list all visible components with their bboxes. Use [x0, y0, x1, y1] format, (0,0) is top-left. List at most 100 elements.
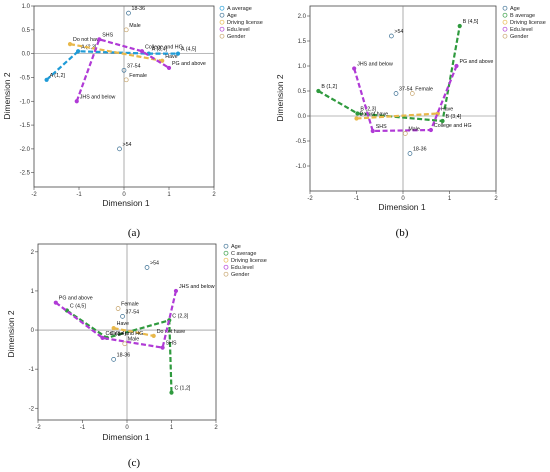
point-label: PG and above: [459, 59, 493, 65]
data-point: [122, 341, 128, 347]
data-point: [160, 58, 165, 63]
data-point: [100, 335, 105, 340]
point-label: College and HG: [434, 123, 472, 129]
point-label: Have: [165, 54, 177, 60]
x-tick-label: 1: [170, 425, 174, 431]
y-tick-label: -1.5: [20, 123, 31, 129]
legend-entry: Edu.level: [227, 27, 250, 33]
data-point: [402, 131, 408, 136]
legend-entry: Gender: [227, 34, 246, 40]
data-point: [120, 314, 125, 319]
point-label: SHS: [102, 32, 113, 38]
x-tick-label: 1: [167, 192, 171, 198]
series-line: [353, 65, 458, 133]
data-point: [457, 23, 462, 29]
legend-entry: Age: [227, 13, 237, 19]
x-tick-label: -1: [80, 425, 86, 431]
x-tick-label: 2: [212, 192, 216, 198]
point-label: >54: [394, 29, 403, 35]
data-point: [123, 77, 129, 83]
point-label: College and HG: [145, 44, 183, 50]
point-label: Do not have: [73, 37, 102, 43]
point-label: C (4,5]: [70, 303, 86, 309]
x-tick-label: 0: [125, 425, 129, 431]
legend-entry: Edu.level: [510, 27, 533, 33]
point-label: Have: [441, 107, 453, 113]
point-label: B (3,4]: [446, 114, 462, 120]
y-tick-label: -1: [29, 367, 35, 373]
point-label: >54: [123, 142, 132, 148]
data-point: [111, 357, 117, 362]
y-tick-label: -1.0: [20, 99, 31, 105]
y-tick-label: 1.0: [298, 64, 307, 70]
legend-marker: [502, 5, 508, 11]
data-point: [166, 65, 172, 71]
series-gender: Male Female: [123, 23, 147, 83]
series-driving-license: Do not have Have: [354, 107, 453, 121]
series-line: [356, 112, 438, 120]
point-label: C (2,3]: [172, 313, 188, 319]
point-label: Male: [129, 23, 141, 29]
legend-entry: Age: [510, 6, 520, 12]
series-driving-license: Do not have Have: [67, 37, 178, 63]
x-tick-label: 2: [214, 425, 218, 431]
data-point: [53, 300, 58, 305]
x-tick-label: -2: [35, 425, 41, 431]
legend-marker: [223, 271, 229, 277]
point-label: Female: [415, 87, 433, 93]
y-tick-label: -0.5: [296, 139, 307, 145]
y-tick-label: -1.0: [296, 164, 307, 170]
data-point: [115, 306, 121, 311]
legend-marker: [502, 33, 508, 39]
data-point: [76, 49, 81, 54]
series-b-average: B (1,2] B (2,3] B (3,4] B (4,5]: [316, 19, 479, 124]
chart-panel-2: -2 -1 0 1 2 2.0 1.5 1.0 0.5 0.0 -0.5 -1.0 Dimension …: [275, 5, 546, 239]
legend-marker: [502, 12, 508, 18]
data-point: [409, 91, 415, 96]
legend-marker: [223, 243, 229, 249]
x-tick-label: -1: [354, 196, 360, 202]
y-tick-label: 0: [31, 328, 35, 334]
y-tick-label: 1.0: [22, 4, 31, 10]
data-point: [440, 118, 445, 124]
x-tick-label: 2: [494, 196, 498, 202]
point-label: JHS and below: [80, 94, 116, 100]
point-label: SHS: [166, 341, 177, 347]
legend-entry: C average: [231, 251, 256, 257]
point-label: 18-36: [117, 352, 131, 358]
legend-entry: Edu.level: [231, 265, 254, 271]
x-tick-label: -2: [31, 192, 37, 198]
data-point: [370, 128, 375, 134]
y-axis-label: Dimension 2: [275, 74, 285, 122]
legend-marker: [223, 257, 229, 263]
x-tick-label: 0: [401, 196, 405, 202]
legend-marker: [219, 12, 225, 18]
data-point: [169, 390, 174, 395]
chart-panel-3: -2 -1 0 1 2 2 1 0 -1 -2 Dimension 1 Dimension 2 (c) C…: [6, 243, 267, 469]
legend-entry: Gender: [510, 34, 529, 40]
data-point: [117, 146, 122, 152]
series-age: >54 37-54 18-36: [111, 260, 159, 362]
point-label: Female: [121, 302, 139, 308]
x-axis-label: Dimension 1: [378, 202, 426, 212]
series-line: [69, 43, 163, 62]
panel-caption: (c): [128, 457, 141, 469]
x-axis-label: Dimension 1: [102, 198, 150, 208]
series-line: [45, 50, 178, 81]
legend-entry: Driving license: [510, 20, 546, 26]
point-label: JHS and below: [179, 284, 215, 290]
data-point: [126, 10, 131, 16]
legend-marker: [219, 19, 225, 25]
series-line: [75, 38, 170, 102]
series-line: [317, 25, 461, 123]
point-label: B (4,5]: [463, 19, 479, 25]
data-point: [97, 37, 102, 42]
data-point: [111, 325, 116, 331]
point-label: 18-36: [413, 147, 427, 153]
data-point: [123, 27, 129, 33]
point-label: C (3,4]: [110, 331, 126, 337]
point-label: PG and above: [172, 61, 206, 67]
series-edu-level: JHS and below SHS College and HG PG and abo…: [74, 32, 206, 104]
point-label: 18-36: [132, 6, 146, 12]
